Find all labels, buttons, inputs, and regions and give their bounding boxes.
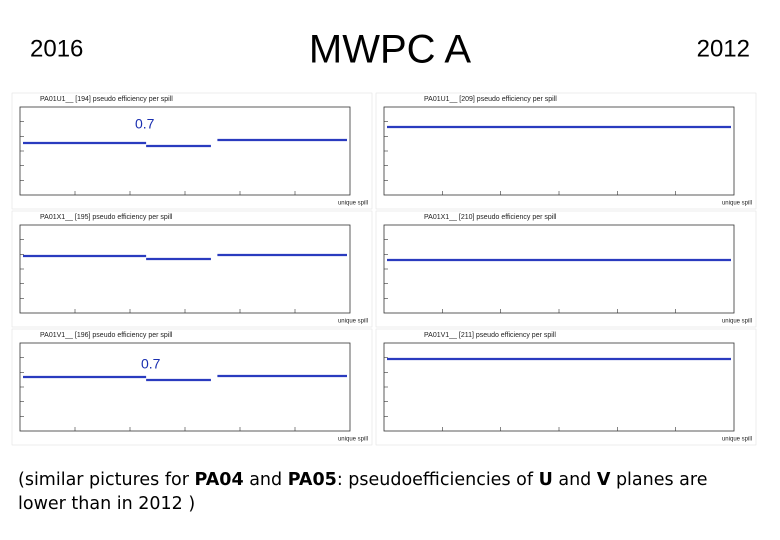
x-axis-label: unique spill [338,319,368,325]
footer-text: and [552,470,597,490]
panel-frame [11,328,373,446]
annotation: 0.7 [141,356,161,372]
panel-frame [375,210,757,328]
slide-title: MWPC A [309,28,472,72]
footer-text: : pseudoefficiencies of [336,470,539,490]
x-axis-label: unique spill [338,201,368,207]
x-axis-label: unique spill [338,437,368,443]
panel-title: PA01V1__ [196] pseudo efficiency per spi… [40,332,173,339]
footer-bold: PA04 [194,470,244,490]
panel-title: PA01X1__ [210] pseudo efficiency per spi… [424,214,557,221]
x-axis-label: unique spill [722,319,752,325]
panel-title: PA01U1__ [194] pseudo efficiency per spi… [40,96,173,103]
slide-canvas: 2016 MWPC A 2012 PA01U1__ [194] pseudo e… [11,28,757,446]
annotation: 0.7 [135,116,155,132]
panel-title: PA01V1__ [211] pseudo efficiency per spi… [424,332,556,339]
right-label: 2012 [697,35,750,62]
footer-text: (similar pictures for [18,470,195,490]
panel-frame [11,92,373,210]
x-axis-label: unique spill [722,201,752,207]
footer-bold: U [538,470,553,490]
panel-title: PA01X1__ [195] pseudo efficiency per spi… [40,214,173,221]
footer-bold: V [596,470,611,490]
footer-note: (similar pictures for PA04 and PA05: pse… [18,468,758,516]
footer-bold: PA05 [287,470,337,490]
footer-text: and [243,470,288,490]
panel-frame [375,328,757,446]
panel-frame [11,210,373,328]
panel-frame [375,92,757,210]
footer-text: planes are lower than in 2012 ) [18,470,708,514]
left-label: 2016 [30,35,83,62]
panel-title: PA01U1__ [209] pseudo efficiency per spi… [424,96,557,103]
x-axis-label: unique spill [722,437,752,443]
